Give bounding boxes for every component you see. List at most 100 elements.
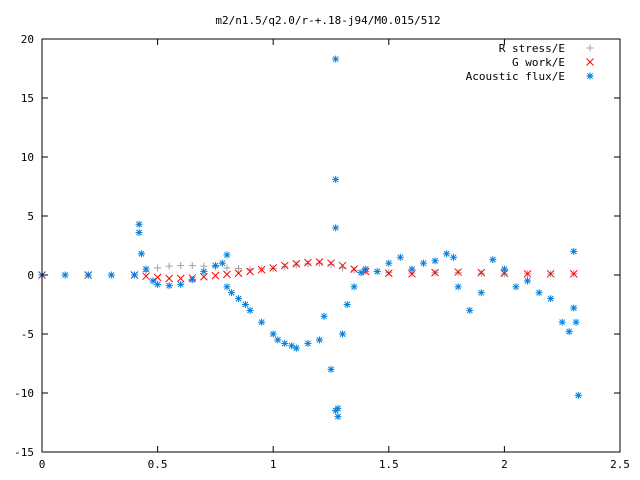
x-tick-label: 1 — [270, 458, 277, 471]
marker-stroke — [512, 283, 519, 290]
data-point — [546, 269, 555, 278]
data-point — [431, 257, 439, 265]
marker-stroke — [420, 260, 427, 267]
data-point — [246, 306, 254, 314]
data-point — [454, 283, 462, 291]
data-point — [269, 330, 277, 338]
marker-stroke — [431, 268, 439, 277]
marker-stroke — [281, 340, 288, 347]
legend: R stress/E G work/E Acoustic flux/E — [466, 42, 594, 83]
data-point — [315, 259, 323, 267]
data-point — [570, 247, 578, 255]
marker-stroke — [334, 413, 341, 420]
data-point — [292, 344, 300, 352]
legend-label-acoustic-flux: Acoustic flux/E — [466, 70, 565, 83]
data-point — [223, 264, 231, 272]
marker-stroke — [149, 277, 156, 284]
chart-title: m2/n1.5/q2.0/r-+.18-j94/M0.015/512 — [215, 14, 440, 27]
data-point — [246, 267, 254, 276]
y-tick-label: 15 — [21, 92, 34, 105]
marker-stroke — [570, 248, 577, 255]
data-point — [332, 224, 340, 232]
series-layer — [38, 55, 582, 421]
marker-stroke — [176, 274, 185, 283]
marker-stroke — [570, 305, 577, 312]
data-point — [385, 259, 393, 267]
data-point — [304, 258, 312, 267]
data-point — [315, 336, 323, 344]
data-point — [396, 253, 404, 261]
data-point — [373, 267, 381, 275]
marker-stroke — [142, 272, 150, 281]
data-point — [135, 229, 143, 237]
marker-stroke — [466, 307, 473, 314]
data-point — [350, 283, 358, 291]
data-point — [176, 274, 185, 283]
marker-stroke — [316, 336, 323, 343]
data-point — [450, 253, 458, 261]
marker-stroke — [223, 283, 230, 290]
data-point — [512, 283, 520, 291]
legend-markers — [586, 44, 594, 80]
marker-stroke — [242, 301, 249, 308]
marker-stroke — [397, 254, 404, 261]
marker-stroke — [269, 264, 278, 272]
marker-stroke — [138, 250, 145, 257]
marker-stroke — [223, 270, 231, 279]
data-point — [84, 271, 92, 279]
marker-stroke — [339, 331, 346, 337]
marker-stroke — [321, 313, 328, 320]
data-point — [223, 270, 231, 279]
legend-marker-r-stress-e — [586, 44, 594, 52]
data-point — [188, 262, 196, 270]
marker-stroke — [234, 269, 243, 278]
marker-stroke — [575, 392, 582, 399]
data-point — [235, 265, 243, 273]
y-tick-label: -5 — [21, 328, 34, 341]
data-point — [130, 271, 138, 279]
data-point — [477, 289, 485, 297]
marker-stroke — [189, 276, 196, 283]
data-point — [304, 260, 312, 268]
marker-stroke — [332, 56, 339, 63]
marker-stroke — [288, 342, 295, 349]
marker-stroke — [258, 319, 265, 326]
data-point — [343, 301, 351, 308]
data-point — [565, 328, 573, 336]
marker-stroke — [432, 257, 439, 264]
marker-stroke — [489, 256, 496, 263]
data-point — [61, 271, 69, 279]
marker-stroke — [501, 266, 508, 273]
series-acoustic-flux-e — [38, 55, 582, 421]
data-point — [558, 318, 566, 326]
data-point — [334, 413, 342, 421]
marker-stroke — [304, 258, 312, 267]
marker-stroke — [374, 268, 381, 275]
data-point — [223, 283, 231, 291]
data-point — [500, 265, 508, 273]
data-point — [274, 336, 282, 344]
data-point — [149, 277, 157, 285]
marker-stroke — [385, 260, 392, 267]
marker-stroke — [332, 224, 339, 231]
data-point — [332, 55, 340, 63]
data-point — [443, 250, 451, 258]
data-point — [165, 282, 173, 290]
marker-stroke — [450, 254, 457, 261]
y-axis: -15 -10 -5 0 5 10 15 20 — [14, 33, 620, 459]
y-tick-label: 10 — [21, 151, 34, 164]
data-point — [327, 365, 335, 373]
marker-stroke — [384, 269, 393, 278]
data-point — [235, 295, 243, 303]
data-point — [188, 276, 196, 284]
data-point — [320, 312, 328, 320]
data-point — [524, 277, 532, 285]
legend-label-g-work: G work/E — [512, 56, 565, 69]
marker-stroke — [546, 269, 555, 278]
marker-stroke — [292, 259, 301, 268]
data-point — [431, 268, 439, 277]
marker-stroke — [334, 405, 341, 412]
data-point — [292, 259, 301, 268]
data-point — [350, 265, 358, 273]
legend-marker-g-work-e — [586, 58, 594, 66]
